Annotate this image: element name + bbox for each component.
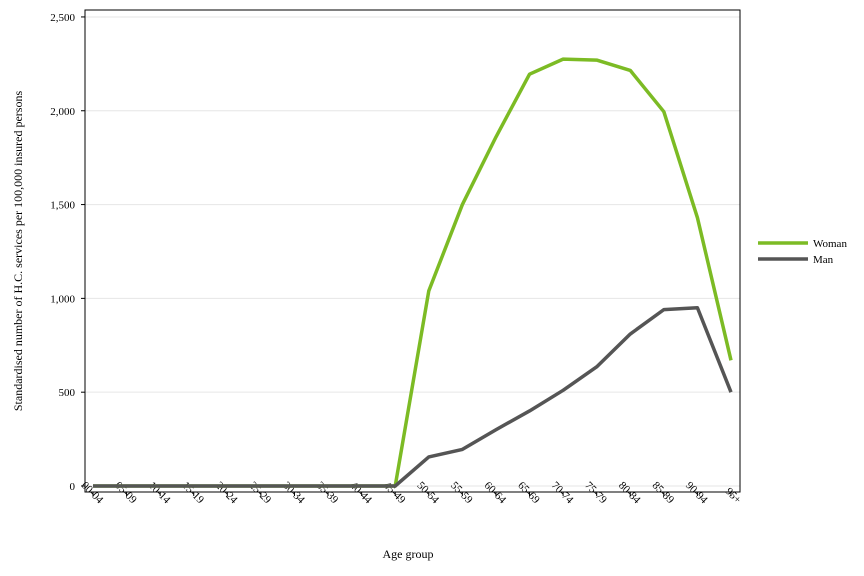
x-tick-label: 20-24 bbox=[213, 479, 240, 506]
plot-frame bbox=[84, 9, 741, 493]
x-tick-label: 05-09 bbox=[112, 479, 139, 506]
y-tick-label: 500 bbox=[59, 387, 76, 399]
x-tick-label: 30-34 bbox=[280, 479, 307, 506]
x-tick-label: 15-19 bbox=[179, 479, 206, 506]
x-tick-label: 10-14 bbox=[146, 479, 173, 506]
y-tick-label: 2,500 bbox=[50, 12, 75, 24]
data-line bbox=[93, 306, 733, 488]
y-axis-label: Standardised number of H.C. services per… bbox=[11, 91, 25, 412]
x-tick-label: 90-94 bbox=[683, 479, 710, 506]
x-tick-label: 25-29 bbox=[247, 479, 274, 506]
legend-label: Man bbox=[813, 254, 834, 266]
y-tick-label: 1,500 bbox=[50, 200, 75, 212]
x-tick-label: 80-84 bbox=[616, 479, 643, 506]
x-tick-label: 85-89 bbox=[650, 479, 677, 506]
x-tick-label: 35-39 bbox=[314, 479, 341, 506]
y-tick-label: 1,000 bbox=[50, 293, 75, 305]
y-tick-label: 2,000 bbox=[50, 106, 75, 118]
y-tick-label: 0 bbox=[70, 481, 76, 493]
x-axis-label: Age group bbox=[383, 547, 434, 561]
legend-label: Woman bbox=[813, 238, 847, 250]
x-tick-label: 75-79 bbox=[582, 479, 609, 506]
x-tick-label: 70-74 bbox=[549, 479, 576, 506]
x-tick-label: 40-44 bbox=[347, 479, 374, 506]
x-tick-label: 55-59 bbox=[448, 479, 475, 506]
x-tick-label: 00-04 bbox=[79, 479, 106, 506]
data-line bbox=[93, 57, 733, 488]
x-tick-label: 60-64 bbox=[482, 479, 509, 506]
x-tick-label: 50-54 bbox=[415, 479, 442, 506]
x-tick-label: 65-69 bbox=[515, 479, 542, 506]
